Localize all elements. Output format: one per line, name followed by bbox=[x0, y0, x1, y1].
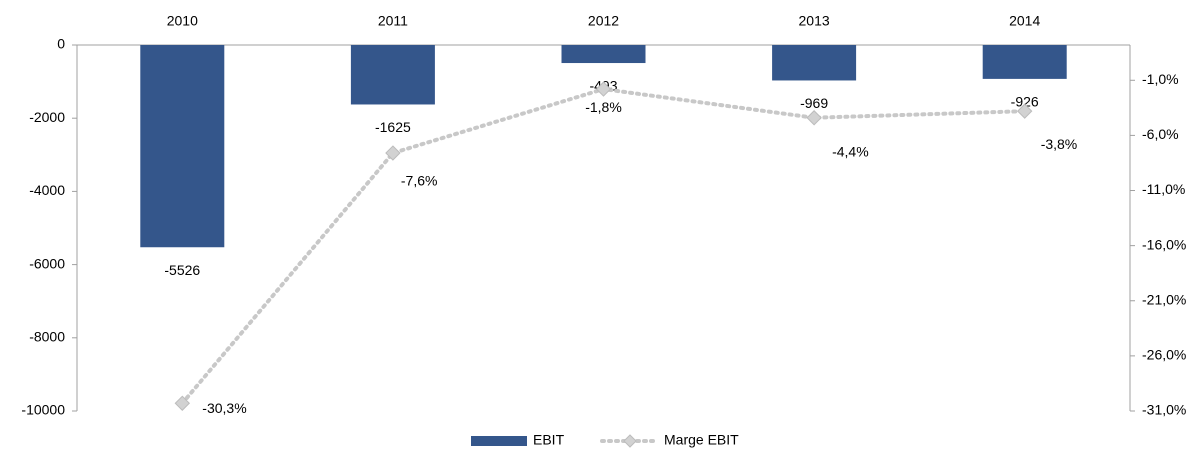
marker bbox=[385, 145, 401, 161]
bar-value-label: -969 bbox=[800, 95, 828, 111]
marker bbox=[1016, 103, 1033, 119]
y2-tick-label: -26,0% bbox=[1142, 347, 1186, 363]
legend-marker bbox=[623, 434, 637, 448]
y2-tick-label: -31,0% bbox=[1142, 402, 1186, 418]
bar-value-label: -5526 bbox=[164, 262, 200, 278]
x-tick-label: 2011 bbox=[378, 13, 408, 29]
x-tick-label: 2013 bbox=[799, 13, 830, 29]
x-tick-label: 2014 bbox=[1009, 13, 1040, 29]
y2-tick-label: -16,0% bbox=[1142, 236, 1186, 252]
bar bbox=[140, 45, 225, 248]
marker bbox=[806, 110, 822, 126]
line bbox=[180, 87, 1027, 406]
bar bbox=[350, 45, 435, 105]
x-tick-label: 2010 bbox=[167, 13, 198, 29]
line-value-label: -3,8% bbox=[1041, 136, 1078, 152]
bar bbox=[982, 45, 1067, 79]
y2-tick-label: -11,0% bbox=[1142, 181, 1185, 197]
y-tick-label: -2000 bbox=[29, 109, 65, 125]
marker bbox=[595, 81, 612, 97]
bar-value-label: -1625 bbox=[375, 119, 411, 135]
line-value-label: -1,8% bbox=[585, 99, 622, 115]
line-value-label: -7,6% bbox=[401, 173, 438, 189]
y-tick-label: -10000 bbox=[21, 402, 65, 418]
y-tick-label: -8000 bbox=[29, 329, 65, 345]
bar-value-label: -926 bbox=[1011, 94, 1039, 110]
line-value-label: -4,4% bbox=[832, 143, 869, 159]
legend-label: EBIT bbox=[533, 432, 565, 448]
y-tick-label: -4000 bbox=[29, 182, 65, 198]
y-tick-label: -6000 bbox=[29, 255, 65, 271]
bar bbox=[561, 45, 646, 64]
y-tick-label: 0 bbox=[57, 36, 65, 52]
bar bbox=[772, 45, 857, 81]
legend-label: Marge EBIT bbox=[664, 432, 739, 448]
line-value-label: -30,3% bbox=[202, 400, 246, 416]
y2-tick-label: -6,0% bbox=[1142, 126, 1179, 142]
x-tick-label: 2012 bbox=[588, 13, 619, 29]
marker bbox=[174, 395, 191, 411]
legend-swatch bbox=[471, 436, 527, 446]
y2-tick-label: -21,0% bbox=[1142, 291, 1186, 307]
y2-tick-label: -1,0% bbox=[1142, 71, 1179, 87]
